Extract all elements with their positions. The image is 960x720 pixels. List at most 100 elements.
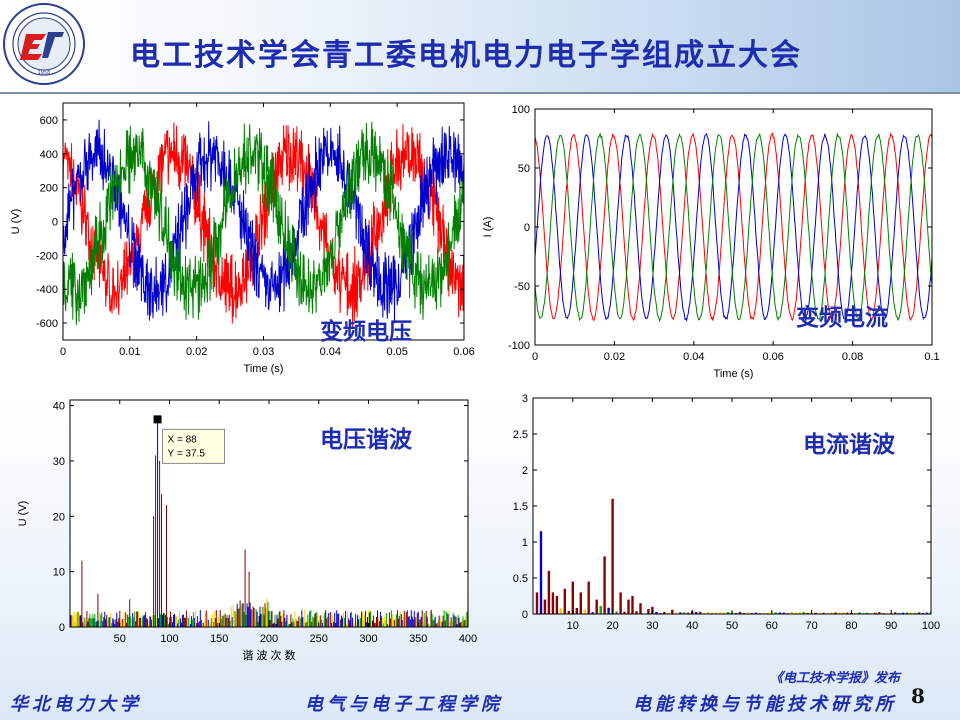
harmonic-bar: [339, 618, 341, 627]
harmonic-bar: [197, 622, 199, 627]
harmonic-bar: [174, 614, 175, 627]
harmonic-bar: [377, 610, 378, 627]
harmonic-bar: [424, 615, 426, 627]
harmonic-bar: [571, 581, 574, 614]
x-tick-label: 250: [310, 633, 328, 645]
harmonic-bar: [347, 610, 349, 627]
harmonic-bar: [308, 619, 310, 627]
harmonic-bar: [575, 608, 578, 614]
harmonic-bar: [206, 614, 208, 627]
harmonic-bar: [345, 610, 347, 627]
harmonic-bar: [80, 615, 82, 627]
harmonic-bar: [310, 610, 312, 627]
harmonic-bar: [266, 598, 268, 627]
harmonic-bar: [543, 599, 547, 614]
harmonic-bar: [202, 622, 204, 627]
harmonic-bar: [663, 611, 666, 614]
harmonic-bar: [203, 620, 205, 627]
harmonic-bar: [290, 614, 292, 627]
harmonic-bar: [402, 616, 404, 627]
harmonic-bar: [370, 611, 371, 627]
harmonic-bar: [423, 612, 425, 627]
data-series: [535, 132, 932, 323]
harmonic-bar: [252, 606, 254, 627]
harmonic-bar: [270, 611, 272, 627]
harmonic-bar: [164, 613, 165, 627]
harmonic-bar: [124, 612, 126, 627]
harmonic-bar: [671, 609, 674, 614]
harmonic-bar: [175, 615, 176, 627]
harmonic-bar: [365, 611, 366, 627]
harmonic-bar: [167, 616, 168, 627]
harmonic-bar: [425, 610, 427, 627]
datatip: X = 88 Y = 37.5: [162, 428, 226, 464]
chart-voltage-harmonics: 50 100 150 200 250 300 350 400 0 10 20 30 40 谐 波 次 数 U…: [17, 399, 477, 662]
plot-area: [535, 109, 932, 345]
harmonic-bar: [213, 611, 215, 627]
harmonic-bar: [333, 621, 335, 627]
footer-institute: 电能转换与节能技术研究所: [633, 694, 897, 715]
harmonic-bar: [738, 611, 742, 614]
harmonic-bar: [188, 614, 190, 627]
harmonic-bar: [420, 616, 422, 627]
harmonic-bar: [466, 611, 468, 627]
footer-university: 华北电力大学: [10, 694, 142, 715]
page-number: 8: [911, 684, 925, 708]
harmonic-bar: [200, 619, 202, 627]
x-tick-label: 40: [686, 620, 698, 632]
harmonic-bar: [627, 599, 630, 614]
harmonic-bar: [358, 619, 360, 627]
harmonic-bar: [925, 612, 929, 614]
harmonic-bar: [667, 612, 670, 614]
logo-year: 1958: [38, 70, 51, 76]
harmonic-bar: [87, 621, 89, 627]
harmonic-bar: [170, 611, 171, 627]
harmonic-bar: [212, 621, 214, 627]
harmonic-bar: [143, 615, 145, 627]
harmonic-bar: [559, 608, 563, 614]
harmonic-bar: [123, 618, 125, 627]
harmonic-bar: [126, 623, 128, 627]
harmonic-bar: [366, 622, 367, 627]
harmonic-bar: [81, 560, 83, 627]
harmonic-bar: [348, 618, 350, 627]
harmonic-bar: [406, 610, 408, 627]
harmonic-bar: [344, 617, 346, 627]
harmonic-bar: [429, 611, 431, 627]
harmonic-bar: [446, 612, 448, 627]
harmonic-bar: [182, 614, 184, 627]
harmonic-bar: [418, 620, 420, 627]
x-tick-label: 0.08: [842, 351, 863, 363]
harmonic-bar: [340, 619, 342, 627]
footer-school: 电气与电子工程学院: [305, 694, 503, 715]
harmonic-bar: [448, 610, 450, 627]
harmonic-bar: [361, 611, 362, 627]
x-tick-label: 350: [409, 633, 427, 645]
harmonic-bar: [369, 612, 370, 627]
harmonic-bar: [147, 619, 149, 627]
harmonic-bar: [155, 455, 157, 627]
harmonic-bar: [746, 612, 750, 614]
harmonic-bar: [391, 614, 393, 627]
harmonic-bar: [296, 620, 298, 627]
harmonic-bar: [327, 616, 329, 627]
harmonic-bar: [324, 613, 326, 627]
harmonic-bar: [377, 617, 379, 627]
x-tick-label: 100: [160, 633, 178, 645]
harmonic-bar: [275, 623, 277, 627]
harmonic-bar: [380, 616, 382, 627]
x-tick-label: 0.02: [186, 346, 207, 358]
harmonic-bar: [397, 618, 399, 627]
harmonic-bar: [113, 619, 115, 627]
x-tick-label: 50: [726, 620, 738, 632]
harmonic-bar: [178, 619, 179, 627]
harmonic-bar: [320, 615, 322, 627]
harmonic-bar: [858, 612, 861, 614]
harmonic-bar: [283, 610, 285, 627]
harmonic-bar: [422, 622, 424, 627]
harmonic-bar: [172, 622, 173, 627]
harmonic-bar: [294, 611, 296, 627]
harmonic-bar: [439, 615, 441, 627]
harmonic-bar: [846, 612, 849, 614]
